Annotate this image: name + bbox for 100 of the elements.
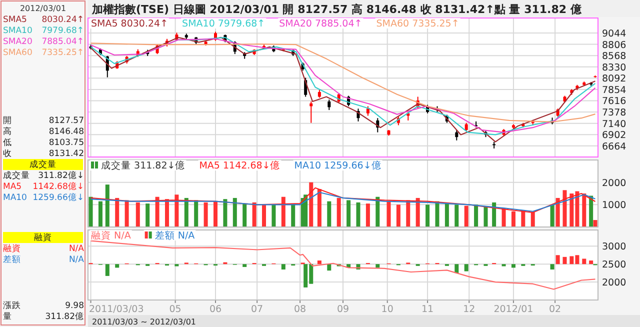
bar	[454, 264, 459, 274]
x-tick-label: 08	[294, 304, 306, 315]
bar	[232, 198, 237, 227]
text: SMA5 8030.24↑	[3, 15, 84, 25]
bar	[396, 204, 400, 227]
bar	[376, 196, 380, 227]
bar	[530, 212, 535, 227]
bar	[464, 206, 468, 227]
x-tick-label: 2012/01	[494, 304, 534, 315]
text: 高 8146.48	[3, 127, 84, 137]
line-series	[90, 42, 596, 122]
y-tick-label: 2000	[602, 278, 626, 289]
bar	[98, 201, 102, 227]
bar	[556, 198, 560, 227]
candlestick	[328, 99, 331, 111]
bar	[426, 204, 430, 227]
y-tick-label: 6664	[602, 141, 626, 152]
x-tick-label: 02	[548, 304, 562, 315]
text: MA10 1259.66億↓	[3, 192, 84, 203]
bar	[242, 204, 247, 227]
bar	[589, 196, 594, 227]
y-tick-label: 7378	[602, 108, 626, 119]
text: 2012/03/01	[20, 4, 66, 13]
bar	[582, 258, 586, 264]
bar	[406, 200, 410, 227]
bar	[272, 204, 276, 227]
y-tick-label: 8806	[602, 40, 626, 51]
y-tick-label: 6902	[602, 130, 626, 142]
bar	[317, 189, 322, 227]
x-tick-label: 07	[251, 304, 264, 315]
bar	[164, 199, 169, 227]
y-tick-label: 7140	[602, 118, 626, 130]
y-tick-label: 2000	[602, 178, 626, 189]
bar	[309, 182, 314, 227]
bar	[281, 264, 286, 270]
bar	[184, 198, 188, 227]
bar	[346, 200, 351, 227]
bar	[356, 202, 360, 227]
candlestick	[366, 106, 370, 116]
bar	[252, 202, 256, 227]
text: 低 8103.75	[3, 138, 84, 148]
bar	[105, 184, 110, 227]
bar	[214, 201, 218, 227]
y-tick-label: 8330	[602, 62, 626, 74]
y-tick-label: 3000	[602, 242, 626, 253]
bar	[550, 264, 554, 270]
bar	[317, 260, 322, 264]
series-label: 融資 N/A	[91, 230, 132, 242]
bar	[115, 198, 120, 227]
series-label: SMA5 8030.24↑	[91, 18, 168, 30]
bar	[484, 206, 488, 227]
bar	[589, 260, 594, 264]
bar	[242, 264, 247, 267]
text: SMA20 7885.04↑	[3, 37, 84, 47]
bar	[444, 204, 449, 227]
legend-label: 差額 N/A	[154, 230, 196, 242]
bar	[291, 204, 296, 227]
bar	[454, 204, 459, 227]
bar	[511, 211, 516, 227]
text: MA5 1142.68億↓	[3, 182, 84, 192]
bar	[416, 198, 420, 227]
text: 成交量	[30, 159, 56, 170]
bar	[386, 201, 391, 227]
text: 融資	[34, 232, 52, 243]
y-tick-label: 1000	[602, 200, 626, 212]
text: 融資 N/A	[3, 244, 84, 254]
bar	[146, 204, 150, 227]
text: 量 311.82億	[3, 312, 84, 322]
x-tick-label: 06	[209, 304, 222, 315]
x-tick-label: 12	[463, 304, 476, 315]
chart-title: 加權指數(TSE) 日線圖 2012/03/01 開 8127.57 高 8146.48 收 8131.42↑點 量 311.82 億	[91, 3, 582, 16]
bar	[511, 264, 516, 268]
text: 成交量 311.82億↓	[3, 170, 84, 181]
x-tick-label: 09	[336, 304, 350, 315]
x-tick-label: 10	[381, 304, 394, 315]
bar	[464, 264, 468, 272]
bar	[155, 196, 160, 227]
bar	[136, 202, 140, 227]
y-tick-label: 2500	[602, 260, 626, 271]
bar	[262, 204, 266, 227]
text: 2011/03/03 ~ 2012/03/01	[92, 318, 196, 326]
text: SMA10 7979.68↑	[3, 26, 84, 36]
y-tick-label: 8568	[602, 51, 626, 62]
text: 差額 N/A	[3, 255, 84, 265]
bar	[366, 204, 370, 227]
bar	[105, 264, 110, 276]
bar	[376, 264, 380, 268]
text: 收 8131.42	[3, 149, 84, 159]
bar	[582, 194, 586, 227]
text: SMA60 7335.25↑	[376, 18, 460, 30]
text: MA5 1142.68↓億	[199, 160, 280, 172]
bar	[550, 204, 554, 227]
bar	[562, 256, 567, 264]
bar	[88, 196, 93, 227]
text: SMA20 7885.04↑	[279, 18, 362, 30]
bar	[435, 201, 440, 227]
y-tick-label: 9044	[602, 28, 626, 40]
bar	[194, 200, 198, 227]
candlestick	[455, 129, 458, 141]
bar	[336, 198, 341, 227]
